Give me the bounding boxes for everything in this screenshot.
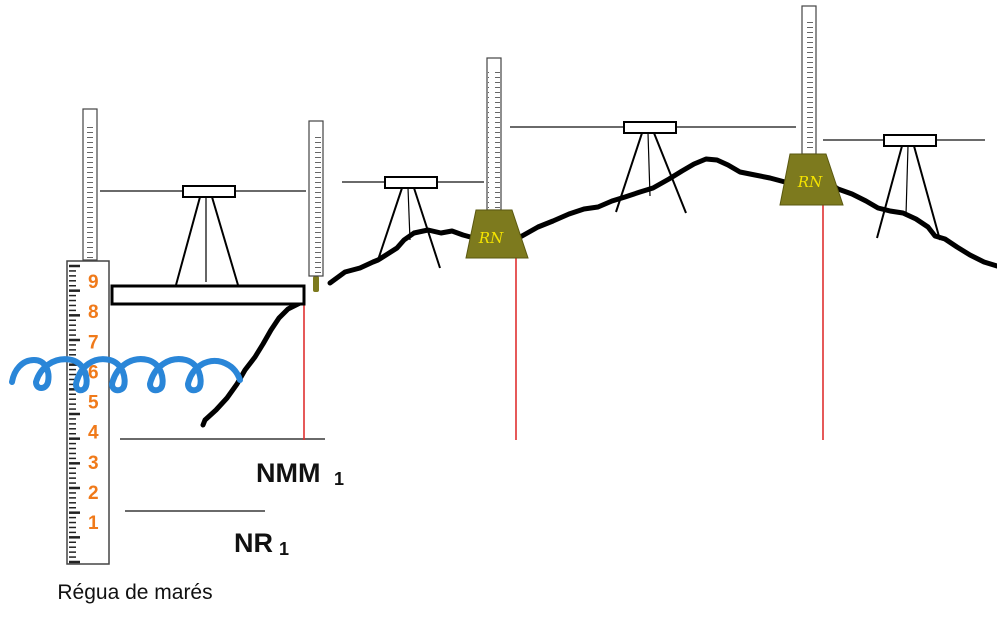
pier-platform [110,284,306,306]
nmm-label: NMM 1 [256,458,344,489]
benchmark-label: RN [797,173,823,191]
level-instrument-2 [377,176,441,269]
gauge-digit: 5 [88,393,99,414]
level-instrument-3 [615,121,687,214]
svg-text:1: 1 [334,469,344,489]
gauge-digit: 9 [88,272,99,293]
gauge-digit: 1 [88,513,99,534]
leveling-staff-1 [82,108,98,261]
leveling-staff-4 [801,5,817,155]
water-waves [9,356,243,394]
gauge-digit: 7 [88,332,99,353]
gauge-digit: 2 [88,483,99,504]
level-instrument-4 [876,134,941,241]
nr-label: NR 1 [234,528,289,559]
vertical-reference-lines [303,176,824,440]
leveling-staff-2 [308,120,324,277]
leveling-staff-3 [486,57,502,211]
svg-text:NMM: NMM [256,458,320,488]
gauge-digit: 6 [88,362,99,383]
shore-slope [200,300,303,428]
pier-marker [313,276,319,292]
gauge-digit: 4 [88,423,99,444]
gauge-digit: 8 [88,302,99,323]
svg-text:1: 1 [279,539,289,559]
benchmark-rn-2: RN [779,153,844,206]
benchmark-label: RN [478,229,504,247]
gauge-digit: 3 [88,453,99,474]
benchmark-rn-1: RN [465,209,529,259]
terrain-profile [327,156,997,286]
level-instrument-1 [175,185,239,286]
svg-text:NR: NR [234,528,273,558]
tide-gauge: 1 2 3 4 5 6 7 8 9 [66,260,110,565]
tide-gauge-caption: Régua de marés [57,581,213,604]
sight-lines [100,126,985,192]
